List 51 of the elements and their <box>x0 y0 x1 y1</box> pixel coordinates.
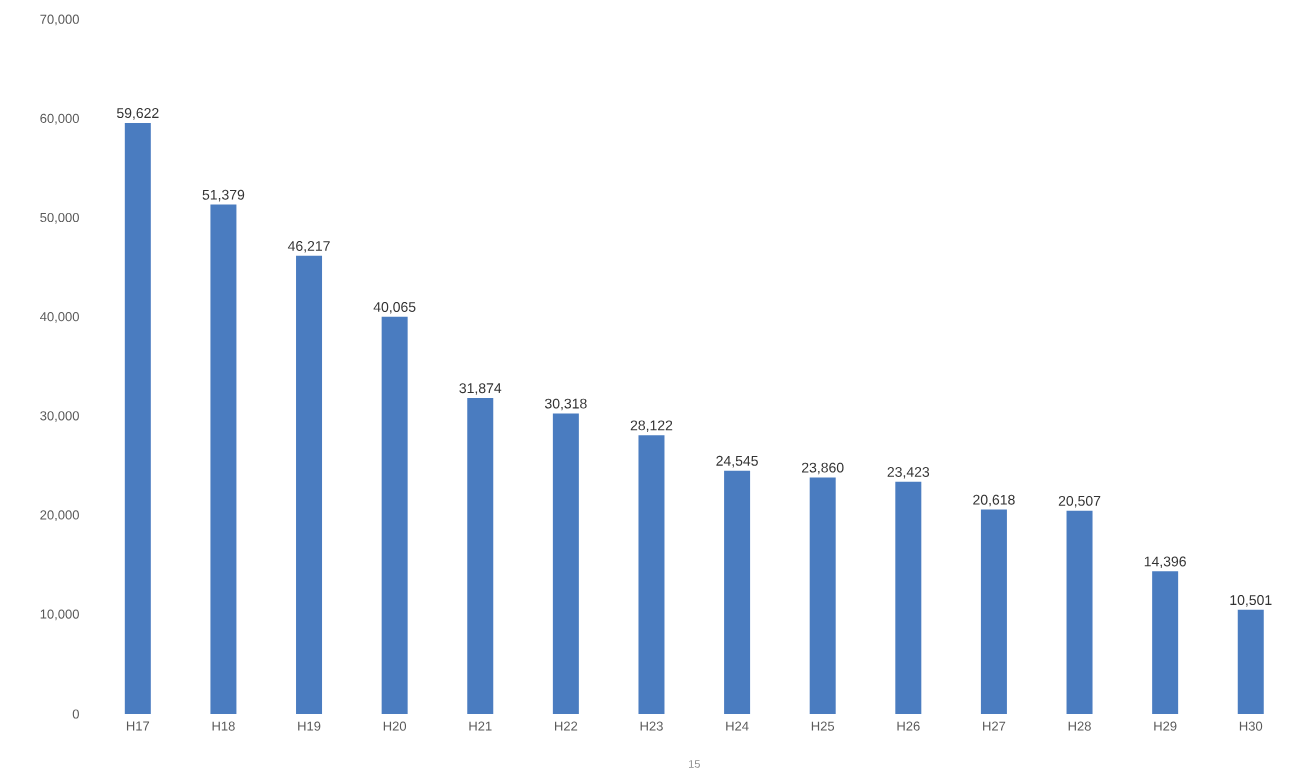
data-label: 31,874 <box>459 383 502 395</box>
data-label: 24,545 <box>716 455 758 468</box>
y-tick-label: 50,000 <box>40 212 79 224</box>
x-tick-label: H21 <box>469 721 492 731</box>
x-tick-label: H20 <box>383 721 407 731</box>
bar <box>895 481 922 714</box>
x-tick-label: H26 <box>897 721 920 731</box>
data-label: 28,122 <box>630 420 673 432</box>
y-tick-label: 20,000 <box>40 510 79 522</box>
bar <box>1152 571 1179 714</box>
bar <box>124 122 151 714</box>
bar <box>980 509 1007 714</box>
y-tick-label: 40,000 <box>40 312 79 323</box>
data-label: 10,501 <box>1230 595 1272 607</box>
data-label: 51,379 <box>202 189 245 202</box>
x-tick-label: H17 <box>126 721 150 731</box>
bar <box>210 204 237 714</box>
bar <box>1237 609 1264 714</box>
y-tick-label: 60,000 <box>40 113 79 125</box>
x-tick-label: H25 <box>811 721 835 731</box>
bar <box>638 435 665 714</box>
bar <box>296 255 323 714</box>
x-tick-label: H22 <box>555 721 578 731</box>
data-label: 14,396 <box>1144 556 1186 569</box>
x-tick-label: H18 <box>212 721 235 731</box>
x-tick-label: H27 <box>983 721 1006 731</box>
data-label: 20,507 <box>1058 495 1101 508</box>
bar <box>724 470 751 714</box>
y-tick-label: 30,000 <box>40 411 79 422</box>
data-label: 23,860 <box>802 462 844 475</box>
y-tick-label: 10,000 <box>40 609 79 621</box>
x-tick-label: H23 <box>640 721 663 731</box>
x-tick-label: H29 <box>1154 721 1177 731</box>
data-label: 20,618 <box>973 494 1015 507</box>
bar <box>809 477 836 714</box>
data-label: 23,423 <box>887 466 930 479</box>
y-tick-label: 0 <box>72 709 79 719</box>
text: 15 <box>689 760 700 768</box>
x-tick-label: H19 <box>298 721 321 731</box>
bar <box>1066 510 1093 714</box>
bar <box>381 316 408 714</box>
bar <box>467 397 494 714</box>
x-tick-label: H28 <box>1068 721 1091 731</box>
data-label: 46,217 <box>287 241 330 253</box>
x-tick-label: H24 <box>726 721 749 731</box>
data-label: 59,622 <box>116 108 159 120</box>
bar <box>552 413 579 714</box>
data-label: 40,065 <box>373 301 416 314</box>
y-tick-label: 70,000 <box>40 14 79 26</box>
data-label: 30,318 <box>544 398 587 411</box>
x-tick-label: H30 <box>1239 721 1263 731</box>
